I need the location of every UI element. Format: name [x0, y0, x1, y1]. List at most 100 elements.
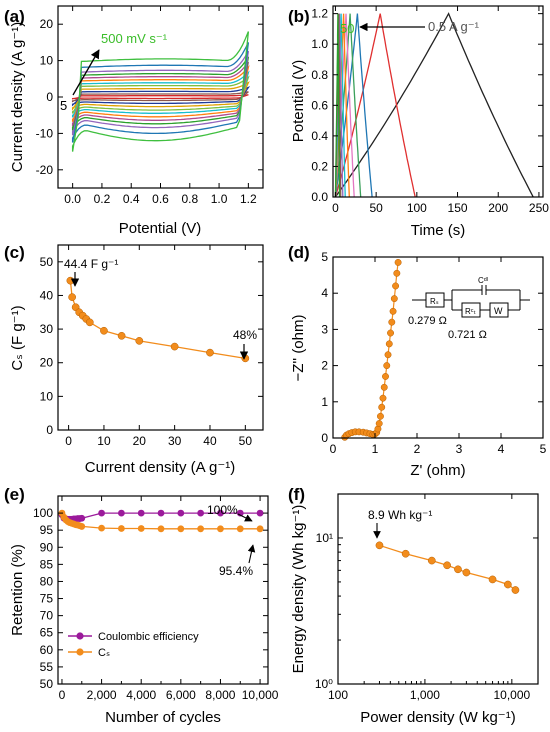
slow-rate-label: 0.5 A g⁻¹: [428, 19, 480, 34]
legend-swatch-marker: [76, 648, 84, 656]
panel-f: (f) 100 1,000 10,000 10⁰ 10¹ Power density (…: [288, 485, 539, 726]
x-axis-label: Time (s): [411, 222, 465, 239]
ragone-point: [401, 549, 410, 558]
cycling-point: [78, 523, 86, 530]
y-tick-label: 95: [40, 523, 54, 537]
x-tick-label: 1: [372, 442, 379, 456]
nyquist-point: [390, 295, 398, 303]
cycling-point: [98, 524, 105, 532]
y-tick-label: 2: [321, 359, 328, 373]
ragone-series: [375, 541, 520, 594]
axis-ticks: 0 10 20 30 40 50 0 10 20 30 40 50: [40, 245, 263, 448]
gcd-curves: [334, 12, 534, 198]
panel-label: (c): [4, 243, 25, 262]
x-tick-label: 3: [456, 442, 463, 456]
x-tick-label: 10,000: [242, 688, 279, 702]
y-tick-label: 65: [40, 626, 54, 640]
y-tick-label: 75: [40, 592, 54, 606]
x-axis-label: Current density (A g⁻¹): [85, 459, 235, 476]
y-tick-label: 0.0: [311, 190, 328, 204]
capacitance-point: [206, 348, 214, 357]
cycling-point: [177, 509, 185, 517]
y-tick-label: 70: [40, 609, 54, 623]
cv-curve: [71, 75, 250, 114]
x-tick-label: 0.8: [181, 192, 198, 206]
capacitance-point: [100, 326, 108, 335]
x-tick-label: 6,000: [166, 688, 196, 702]
y-tick-label: 4: [321, 286, 328, 300]
x-tick-label: 250: [529, 201, 549, 215]
x-tick-label: 0.4: [123, 192, 140, 206]
panel-c: (c) 0 10 20 30 40 50 0 10 20 30 40 50 Current densi…: [4, 243, 264, 476]
cv-curves: [71, 31, 251, 152]
y-tick-label: 10: [40, 54, 54, 68]
cv-curve: [71, 65, 250, 123]
x-axis-label: Z' (ohm): [410, 462, 465, 479]
nyquist-point: [392, 282, 400, 290]
panel-label: (f): [288, 485, 305, 504]
cycling-point: [177, 525, 185, 533]
axis-ticks: 0.0 0.2 0.4 0.6 0.8 1.0 1.2 -20 -10 0 10 20: [36, 6, 263, 206]
legend-swatch-marker: [76, 632, 84, 640]
x-tick-label: 4,000: [126, 688, 156, 702]
x-tick-label: 0.2: [94, 192, 111, 206]
max-capacitance-label: 44.4 F g⁻¹: [64, 257, 118, 271]
nyquist-point: [379, 394, 387, 402]
plot-frame: [337, 493, 539, 685]
capacitance-point: [68, 293, 76, 301]
cycling-point: [256, 509, 264, 517]
capacitance-point: [170, 342, 179, 351]
cycling-point: [157, 509, 165, 517]
gcd-curve: [334, 13, 350, 198]
cv-curve: [71, 91, 249, 103]
x-tick-label: 50: [239, 434, 253, 448]
x-tick-label: 2,000: [87, 688, 117, 702]
rct-value: 0.721 Ω: [448, 329, 487, 341]
nyquist-point: [375, 420, 383, 427]
retention-label: 48%: [233, 328, 257, 342]
y-tick-label: 90: [40, 540, 54, 554]
y-tick-label: 0: [46, 423, 53, 437]
plot-frame: [57, 244, 264, 431]
x-tick-label: 0: [65, 434, 72, 448]
x-tick-label: 0.6: [152, 192, 169, 206]
y-tick-label: 0.6: [311, 98, 328, 112]
panel-d: (d) 0 1 2 3 4 5 0 1 2 3 4 5 Z' (ohm) −Z'' (ohm) Rₛ …: [288, 243, 547, 479]
y-tick-label: 80: [40, 574, 54, 588]
cycling-point: [197, 525, 205, 533]
cv-curve: [71, 94, 249, 100]
y-tick-label: 100: [33, 506, 53, 520]
cv-curve: [71, 61, 250, 127]
x-axis-label: Number of cycles: [105, 709, 221, 726]
cycling-point: [197, 509, 205, 517]
capacitance-point: [66, 276, 75, 285]
x-tick-label: 100: [407, 201, 427, 215]
x-tick-label: 0.0: [64, 192, 81, 206]
x-tick-label: 20: [133, 434, 147, 448]
y-tick-label: 10⁰: [315, 677, 333, 691]
axis-ticks: 100 1,000 10,000 10⁰ 10¹: [315, 494, 538, 702]
nyquist-point: [378, 403, 386, 411]
capacitance-line: [69, 280, 246, 360]
nyquist-point: [383, 362, 391, 370]
nyquist-point: [385, 340, 393, 348]
ragone-point: [511, 586, 520, 594]
nyquist-point: [382, 373, 389, 380]
y-axis-label: Cₛ (F g⁻¹): [9, 305, 26, 370]
efficiency-label: 100%: [207, 503, 238, 517]
x-tick-label: 10,000: [493, 688, 530, 702]
y-tick-label: -20: [36, 163, 54, 177]
y-tick-label: 0.2: [311, 159, 328, 173]
cv-curve: [71, 42, 250, 143]
cv-curve: [71, 81, 250, 111]
nyquist-point: [380, 383, 388, 391]
ragone-point: [462, 568, 471, 577]
y-tick-label: 0: [321, 431, 328, 445]
y-tick-label: 20: [40, 17, 54, 31]
y-axis-label: Current density (A g⁻¹): [9, 22, 26, 172]
ragone-point: [454, 565, 462, 574]
cycling-point: [236, 525, 244, 533]
gcd-curve: [334, 13, 373, 198]
panel-label: (d): [288, 243, 310, 262]
